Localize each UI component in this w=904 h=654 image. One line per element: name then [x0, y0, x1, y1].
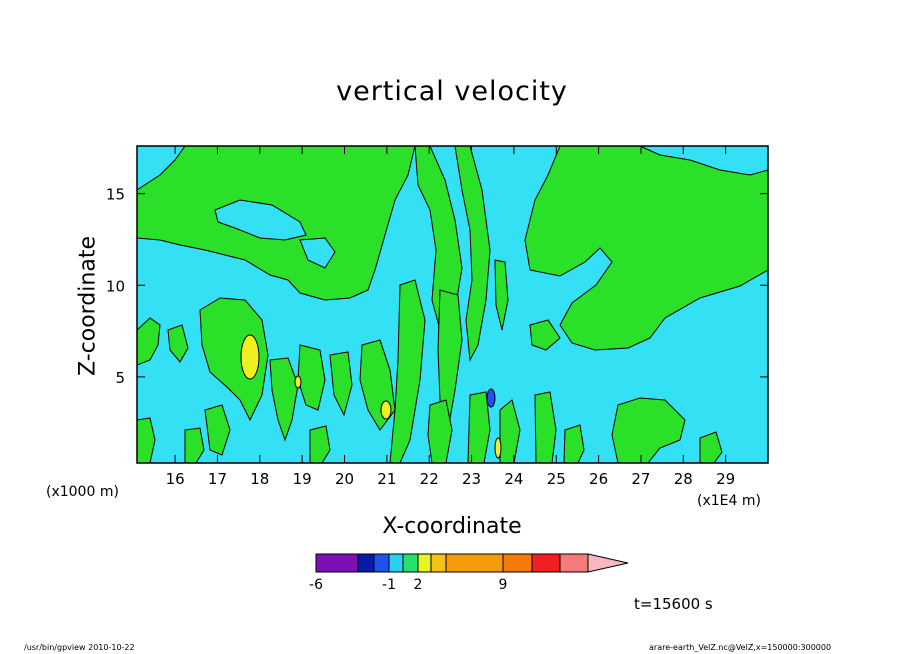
x-tick-label: 18	[250, 470, 269, 488]
contour-core-yellow-1	[240, 334, 260, 380]
contour-region-lower-right	[611, 397, 686, 463]
colorbar-tick-label: 2	[414, 577, 423, 593]
y-tick-label: 10	[106, 277, 125, 295]
contour-hole-small	[299, 237, 336, 269]
contour-streak-center-2	[454, 146, 491, 362]
x-tick-label: 25	[547, 470, 566, 488]
contour-blob-left-bottom	[137, 417, 156, 463]
contour-core-yellow-3	[294, 375, 302, 389]
colorbar-tick-label: -6	[309, 577, 323, 593]
contour-region-upper-right	[505, 146, 768, 351]
x-tick-label: 26	[589, 470, 608, 488]
contour-hole-upper-left	[214, 199, 307, 241]
contour-blob-center-low-4	[534, 391, 557, 463]
contour-streak-center-3	[389, 279, 426, 463]
colorbar-extension	[587, 553, 629, 573]
contour-blob-center-right	[529, 319, 561, 351]
contour-blob-left-8	[184, 427, 205, 463]
colorbar-cell	[357, 553, 375, 573]
x-tick-label: 17	[208, 470, 227, 488]
y-tick-label: 15	[106, 186, 125, 204]
colorbar-cell	[430, 553, 447, 573]
contour-fills	[137, 146, 768, 463]
colorbar-cell	[559, 553, 589, 573]
footer-program: /usr/bin/gpview 2010-10-22	[24, 643, 135, 652]
contour-blob-center-low-5	[563, 424, 585, 463]
contour-streak-center-4	[437, 289, 463, 431]
contour-blob-left-9	[309, 425, 331, 463]
contour-streak-center-5	[494, 259, 509, 331]
colorbar-cell	[388, 553, 404, 573]
footer-source: arare-earth_VelZ.nc@VelZ,x=150000:300000	[649, 643, 832, 652]
colorbar-cell	[402, 553, 419, 573]
contour-core-blue	[486, 388, 496, 408]
contour-hole-top-right	[639, 146, 768, 176]
x-axis-unit-right: (x1E4 m)	[697, 493, 761, 509]
colorbar-cell	[445, 553, 504, 573]
colorbar-cell	[315, 553, 359, 573]
time-annotation: t=15600 s	[634, 595, 713, 613]
contour-core-yellow-2	[380, 400, 392, 420]
contour-blob-left-3	[269, 357, 299, 442]
x-tick-label: 20	[335, 470, 354, 488]
contour-blob-left-7	[204, 404, 231, 456]
colorbar-tick-label: 9	[499, 577, 508, 593]
colorbar-cell	[373, 553, 390, 573]
x-axis-label: X-coordinate	[382, 514, 522, 539]
x-tick-label: 23	[462, 470, 481, 488]
contour-blob-lower-right-2	[699, 431, 723, 463]
contour-blob-center-low-2	[467, 391, 491, 463]
colorbar-cell	[502, 553, 533, 573]
x-tick-label: 28	[674, 470, 693, 488]
colorbar-cell	[531, 553, 561, 573]
contour-blob-left-2	[167, 324, 189, 363]
chart-title: vertical velocity	[336, 76, 568, 107]
contour-core-yellow-4	[494, 437, 502, 459]
colorbar-cell	[417, 553, 432, 573]
contour-blob-left-5	[329, 351, 353, 417]
x-axis-unit-left: (x1000 m)	[46, 484, 119, 500]
colorbar-tick-label: -1	[382, 577, 396, 593]
x-tick-label: 27	[631, 470, 650, 488]
plot-frame	[136, 145, 769, 464]
contour-blob-center-low-1	[427, 399, 453, 463]
x-tick-label: 29	[716, 470, 735, 488]
x-tick-label: 16	[166, 470, 185, 488]
x-tick-label: 22	[420, 470, 439, 488]
x-tick-label: 24	[504, 470, 523, 488]
x-tick-label: 19	[293, 470, 312, 488]
y-axis-label: Z-coordinate	[75, 236, 101, 376]
contour-blob-left-edge	[137, 317, 161, 366]
y-tick-label: 5	[115, 369, 125, 387]
x-tick-label: 21	[377, 470, 396, 488]
contour-blob-left-main	[199, 297, 269, 422]
